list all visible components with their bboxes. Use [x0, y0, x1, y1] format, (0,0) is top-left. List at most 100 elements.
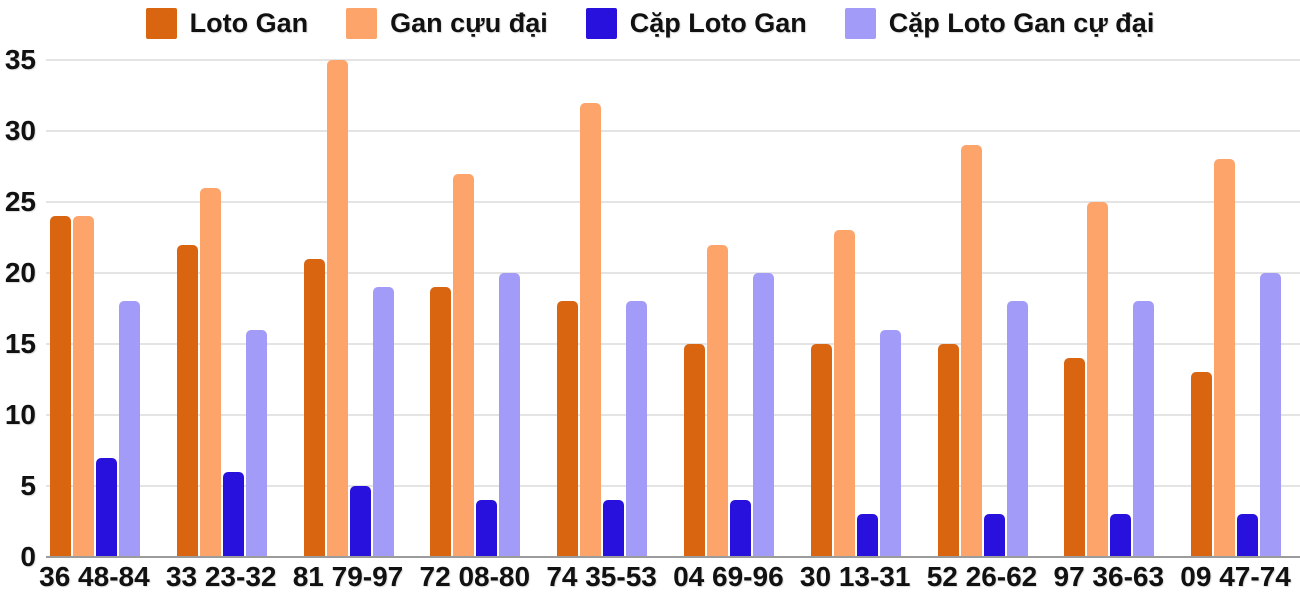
bar — [476, 500, 498, 557]
bar — [856, 514, 878, 557]
bar — [96, 457, 117, 557]
x-tick-label: 52 26-62 — [926, 561, 1038, 592]
bars-row — [176, 60, 267, 557]
x-tick-label: 72 08-80 — [419, 561, 531, 592]
gridline — [46, 201, 1300, 203]
bars-row — [50, 60, 140, 557]
bar — [580, 102, 602, 557]
bar — [983, 514, 1005, 557]
bar — [683, 344, 705, 557]
bar — [810, 344, 832, 557]
y-tick-label: 0 — [20, 541, 36, 572]
legend-label: Gan cựu đại — [390, 8, 548, 38]
bar — [706, 244, 728, 557]
gridline — [46, 485, 1300, 487]
y-tick-label: 5 — [20, 470, 36, 501]
bar — [752, 273, 774, 557]
legend-label: Loto Gan — [189, 8, 309, 38]
bar-group — [801, 60, 928, 557]
bar-group — [40, 60, 167, 557]
gridline — [46, 343, 1300, 345]
bar — [1087, 202, 1109, 557]
legend-swatch-icon — [346, 8, 378, 39]
x-tick-label: 33 23-32 — [165, 561, 277, 592]
x-tick-label: 36 48-84 — [39, 561, 150, 592]
bar-group — [547, 60, 674, 557]
bar-group — [420, 60, 547, 557]
bar — [73, 216, 94, 557]
bar — [879, 329, 901, 557]
bar — [1006, 301, 1028, 557]
bar — [119, 301, 140, 557]
bars-layer — [40, 60, 1300, 557]
x-tick-label: 74 35-53 — [546, 561, 657, 592]
bar — [1110, 514, 1132, 557]
bar — [626, 301, 648, 557]
bar — [430, 287, 452, 557]
bar — [453, 173, 475, 557]
bar — [303, 258, 325, 557]
legend-item-1[interactable]: Loto Gan — [145, 8, 309, 39]
legend-swatch-icon — [585, 8, 617, 39]
bar — [176, 244, 198, 557]
bar — [603, 500, 625, 557]
bars-row — [303, 60, 394, 557]
x-tick-label: 81 79-97 — [292, 561, 404, 592]
y-tick-label: 35 — [4, 44, 36, 75]
bar — [1214, 159, 1236, 557]
gridline — [46, 272, 1300, 274]
bars-row — [1191, 60, 1282, 557]
bar — [1191, 372, 1213, 557]
x-axis-labels: 36 48-84 33 23-32 81 79-97 72 08-80 74 35-53… — [39, 560, 1300, 594]
bar-group — [1054, 60, 1181, 557]
legend-item-4[interactable]: Cặp Loto Gan cự đại — [844, 8, 1155, 39]
bars-row — [557, 60, 648, 557]
y-tick-label: 25 — [4, 186, 36, 217]
legend-item-2[interactable]: Gan cựu đại — [346, 8, 548, 39]
bar — [937, 344, 959, 557]
legend-swatch-icon — [844, 8, 876, 39]
plot-area: 0 5 10 15 20 25 30 35 — [0, 45, 1300, 572]
bar — [499, 273, 521, 557]
bar — [1237, 514, 1259, 557]
bar-group — [674, 60, 801, 557]
bar-group — [167, 60, 294, 557]
x-tick-label: 04 69-96 — [673, 561, 784, 592]
bars-row — [810, 60, 901, 557]
bar — [372, 287, 394, 557]
bar — [960, 145, 982, 557]
bar-group — [928, 60, 1055, 557]
bars-row — [430, 60, 521, 557]
y-tick-label: 30 — [4, 115, 36, 146]
chart-legend: Loto Gan Gan cựu đại Cặp Loto Gan Cặp Loto … — [0, 8, 1300, 39]
gridline — [46, 130, 1300, 132]
bar — [326, 60, 348, 557]
y-tick-label: 20 — [4, 257, 36, 288]
bars-row — [937, 60, 1028, 557]
x-axis-line — [46, 556, 1300, 558]
x-tick-label: 30 13-31 — [799, 561, 911, 592]
bar — [833, 230, 855, 557]
bar — [199, 187, 221, 557]
bar — [50, 216, 71, 557]
bar — [557, 301, 579, 557]
bar — [1260, 273, 1282, 557]
bar — [1064, 358, 1086, 557]
legend-item-3[interactable]: Cặp Loto Gan — [585, 8, 807, 39]
bars-row — [1064, 60, 1155, 557]
x-tick-label: 97 36-63 — [1053, 561, 1165, 592]
bar-group — [1181, 60, 1300, 557]
legend-label: Cặp Loto Gan — [629, 8, 807, 38]
legend-label: Cặp Loto Gan cự đại — [888, 8, 1155, 38]
bar — [349, 486, 371, 557]
legend-swatch-icon — [145, 8, 177, 39]
bar-group — [294, 60, 421, 557]
x-tick-label: 09 47-74 — [1180, 561, 1291, 592]
bars-row — [683, 60, 774, 557]
gridline — [46, 59, 1300, 61]
bar — [222, 471, 244, 557]
bar — [1133, 301, 1155, 557]
bar — [245, 329, 267, 557]
bar — [729, 500, 751, 557]
